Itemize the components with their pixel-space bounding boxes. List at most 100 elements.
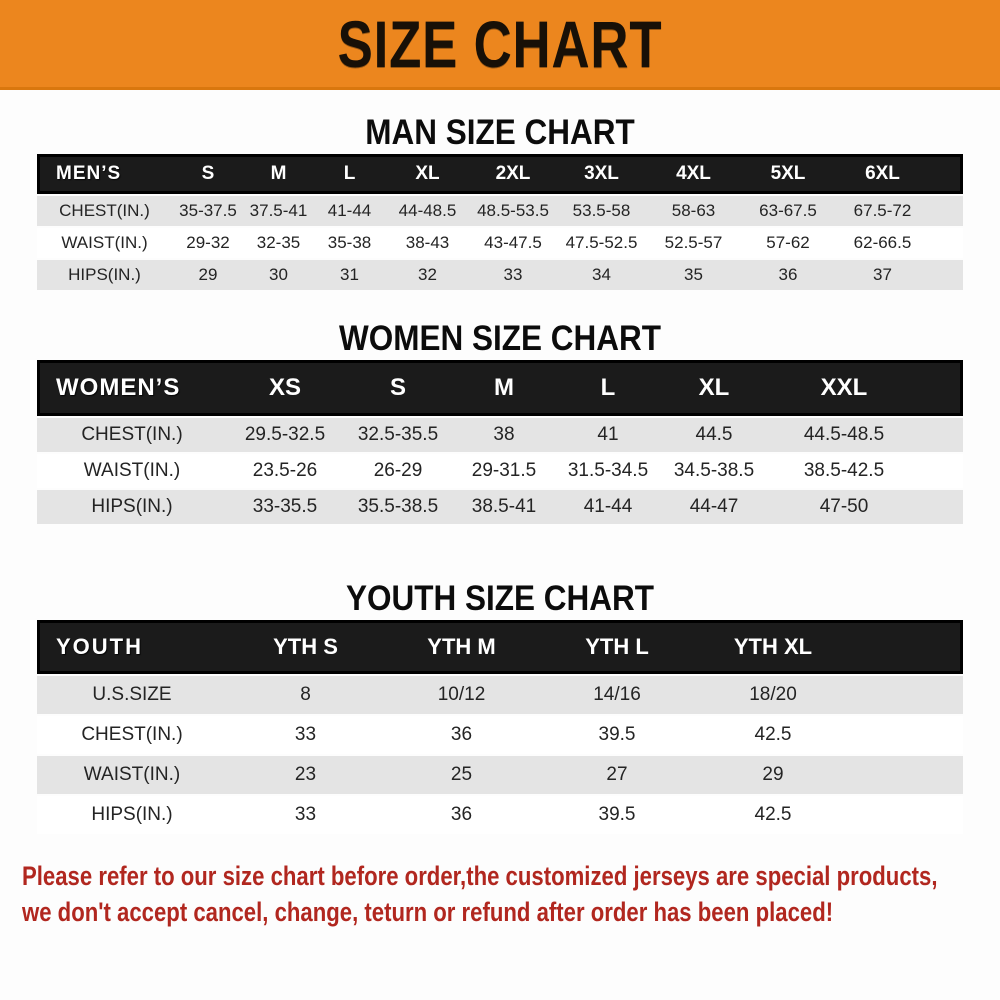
size-cell: 35: [646, 260, 741, 290]
size-cell: 42.5: [695, 796, 851, 834]
men-column-header: 2XL: [469, 154, 557, 194]
men-column-header: 3XL: [557, 154, 646, 194]
size-cell: 35-37.5: [172, 196, 244, 226]
row-label: CHEST(IN.): [37, 716, 227, 754]
size-cell: 33: [227, 716, 384, 754]
youth-column-header: YTH XL: [695, 620, 851, 674]
women-section-title: WOMEN SIZE CHART: [338, 319, 661, 358]
women-header-label: WOMEN’S: [37, 360, 227, 416]
size-cell: 42.5: [695, 716, 851, 754]
women-header-row: WOMEN’S XS S M L XL XXL: [37, 360, 963, 416]
size-cell: 44.5: [661, 418, 767, 452]
size-cell: 34: [557, 260, 646, 290]
women-chest-row: CHEST(IN.) 29.5-32.5 32.5-35.5 38 41 44.…: [37, 418, 963, 452]
size-cell: 35.5-38.5: [343, 490, 453, 524]
banner-title: SIZE CHART: [337, 6, 663, 81]
size-cell: 41: [555, 418, 661, 452]
size-cell: 29.5-32.5: [227, 418, 343, 452]
spacer-cell: [851, 620, 963, 674]
women-column-header: S: [343, 360, 453, 416]
men-section-title: MAN SIZE CHART: [365, 113, 635, 152]
spacer-cell: [930, 154, 963, 194]
size-cell: 36: [384, 796, 539, 834]
size-cell: 41-44: [555, 490, 661, 524]
size-cell: 18/20: [695, 676, 851, 714]
size-cell: 37.5-41: [244, 196, 313, 226]
spacer-cell: [921, 418, 963, 452]
women-hips-row: HIPS(IN.) 33-35.5 35.5-38.5 38.5-41 41-4…: [37, 490, 963, 524]
men-column-header: L: [313, 154, 386, 194]
size-cell: 36: [741, 260, 835, 290]
spacer-cell: [851, 716, 963, 754]
row-label: WAIST(IN.): [37, 454, 227, 488]
disclaimer-line-1: Please refer to our size chart before or…: [22, 861, 938, 891]
size-cell: 32: [386, 260, 469, 290]
size-cell: 38-43: [386, 228, 469, 258]
size-cell: 25: [384, 756, 539, 794]
size-cell: 29-31.5: [453, 454, 555, 488]
disclaimer-note: Please refer to our size chart before or…: [0, 858, 1000, 930]
size-cell: 27: [539, 756, 695, 794]
men-waist-row: WAIST(IN.) 29-32 32-35 35-38 38-43 43-47…: [37, 228, 963, 258]
spacer-cell: [851, 796, 963, 834]
size-cell: 14/16: [539, 676, 695, 714]
spacer-cell: [921, 490, 963, 524]
row-label: HIPS(IN.): [37, 260, 172, 290]
size-cell: 38.5-41: [453, 490, 555, 524]
size-cell: 26-29: [343, 454, 453, 488]
youth-section-title: YOUTH SIZE CHART: [345, 579, 654, 618]
youth-hips-row: HIPS(IN.) 33 36 39.5 42.5: [37, 796, 963, 834]
men-size-table: MEN’S S M L XL 2XL 3XL 4XL 5XL 6XL CHEST…: [37, 152, 963, 292]
size-cell: 33: [469, 260, 557, 290]
size-cell: 23.5-26: [227, 454, 343, 488]
size-cell: 33-35.5: [227, 490, 343, 524]
size-cell: 29: [695, 756, 851, 794]
men-column-header: XL: [386, 154, 469, 194]
youth-header-label: YOUTH: [37, 620, 227, 674]
spacer-cell: [921, 360, 963, 416]
women-column-header: L: [555, 360, 661, 416]
youth-column-header: YTH M: [384, 620, 539, 674]
women-column-header: XXL: [767, 360, 921, 416]
spacer-cell: [930, 196, 963, 226]
size-cell: 23: [227, 756, 384, 794]
size-cell: 43-47.5: [469, 228, 557, 258]
youth-size-table: YOUTH YTH S YTH M YTH L YTH XL U.S.SIZE …: [37, 618, 963, 836]
size-cell: 8: [227, 676, 384, 714]
size-cell: 62-66.5: [835, 228, 930, 258]
size-cell: 63-67.5: [741, 196, 835, 226]
row-label: CHEST(IN.): [37, 196, 172, 226]
youth-header-row: YOUTH YTH S YTH M YTH L YTH XL: [37, 620, 963, 674]
size-cell: 58-63: [646, 196, 741, 226]
size-cell: 35-38: [313, 228, 386, 258]
size-cell: 31.5-34.5: [555, 454, 661, 488]
size-cell: 32.5-35.5: [343, 418, 453, 452]
men-header-label: MEN’S: [37, 154, 172, 194]
youth-waist-row: WAIST(IN.) 23 25 27 29: [37, 756, 963, 794]
men-column-header: 4XL: [646, 154, 741, 194]
size-cell: 34.5-38.5: [661, 454, 767, 488]
size-cell: 52.5-57: [646, 228, 741, 258]
size-cell: 44-48.5: [386, 196, 469, 226]
spacer-cell: [851, 676, 963, 714]
row-label: CHEST(IN.): [37, 418, 227, 452]
men-column-header: 5XL: [741, 154, 835, 194]
men-column-header: 6XL: [835, 154, 930, 194]
men-column-header: S: [172, 154, 244, 194]
size-cell: 31: [313, 260, 386, 290]
size-cell: 44.5-48.5: [767, 418, 921, 452]
men-column-header: M: [244, 154, 313, 194]
size-cell: 32-35: [244, 228, 313, 258]
spacer-cell: [930, 228, 963, 258]
size-cell: 29-32: [172, 228, 244, 258]
size-cell: 36: [384, 716, 539, 754]
row-label: WAIST(IN.): [37, 756, 227, 794]
size-cell: 39.5: [539, 796, 695, 834]
row-label: WAIST(IN.): [37, 228, 172, 258]
women-waist-row: WAIST(IN.) 23.5-26 26-29 29-31.5 31.5-34…: [37, 454, 963, 488]
disclaimer-line-2: we don't accept cancel, change, teturn o…: [22, 897, 834, 927]
women-column-header: XS: [227, 360, 343, 416]
size-cell: 38.5-42.5: [767, 454, 921, 488]
women-size-table: WOMEN’S XS S M L XL XXL CHEST(IN.) 29.5-…: [37, 358, 963, 526]
